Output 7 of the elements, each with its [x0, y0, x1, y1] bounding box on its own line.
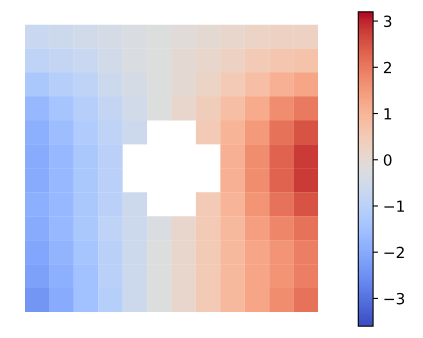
color-bar-label: −2: [384, 246, 404, 258]
color-bar-label: 0: [384, 154, 392, 166]
color-bar-label: 1: [384, 108, 392, 120]
color-bar-label: −1: [384, 200, 404, 212]
color-bar-label: 3: [384, 16, 392, 28]
color-bar-label: −3: [384, 292, 404, 304]
color-bar-label: 2: [384, 62, 391, 74]
